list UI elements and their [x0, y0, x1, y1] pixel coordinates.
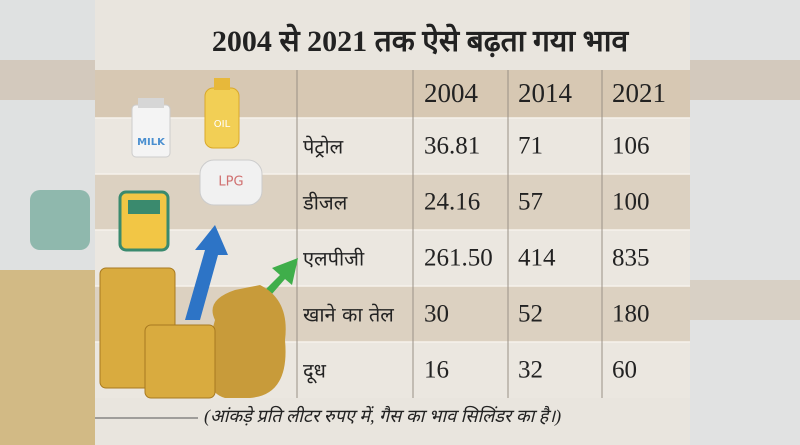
arrow-blue — [185, 225, 228, 320]
table-cell: 71 — [518, 133, 543, 160]
table-cell: 180 — [612, 301, 650, 328]
table-cell: 835 — [612, 245, 650, 272]
table-row — [95, 230, 690, 286]
lpg-label: LPG — [218, 175, 243, 190]
table-cell: 261.50 — [424, 245, 493, 272]
row-label: खाने का तेल — [303, 303, 394, 327]
title: 2004 से 2021 तक ऐसे बढ़ता गया भाव — [212, 23, 630, 58]
row-label: दूध — [303, 359, 327, 384]
row-label: पेट्रोल — [303, 135, 344, 159]
table-cell: 57 — [518, 189, 543, 216]
table: 2004 2014 2021 पेट्रोल 36.81 71 106 डीजल 24.16 57… — [95, 70, 690, 398]
fuel-pump-screen — [128, 200, 160, 214]
oil-label: OIL — [214, 119, 231, 130]
table-cell: 24.16 — [424, 189, 480, 216]
oil-bottle — [204, 87, 240, 149]
backdrop-band — [690, 280, 800, 320]
backdrop-blob — [0, 270, 95, 445]
table-cell: 36.81 — [424, 133, 480, 160]
backdrop-band — [0, 60, 95, 100]
table-cell: 106 — [612, 133, 650, 160]
table-cell: 60 — [612, 357, 637, 384]
illustration: MILK OIL LPG — [99, 78, 298, 399]
milk-carton — [131, 104, 171, 158]
column-header: 2004 — [424, 78, 479, 108]
coin-stack — [144, 324, 216, 399]
milk-label: MILK — [137, 137, 166, 148]
money-bag — [207, 285, 286, 398]
milk-cap — [138, 98, 164, 108]
row-label: डीजल — [302, 191, 348, 215]
lpg-cylinder — [199, 159, 263, 206]
backdrop-band — [690, 60, 800, 100]
table-cell: 52 — [518, 301, 543, 328]
row-label: एलपीजी — [303, 247, 365, 271]
header-row — [95, 70, 690, 118]
table-cell: 414 — [518, 245, 556, 272]
table-row — [95, 174, 690, 230]
table-cell: 32 — [518, 357, 543, 384]
table-cell: 100 — [612, 189, 650, 216]
footnote: (आंकड़े प्रति लीटर रुपए में, गैस का भाव … — [204, 405, 561, 427]
table-row — [95, 118, 690, 174]
table-cell: 30 — [424, 301, 449, 328]
column-header: 2014 — [518, 78, 573, 108]
backdrop-blob — [30, 190, 90, 250]
table-cell: 16 — [424, 357, 449, 384]
oil-cap — [214, 78, 230, 90]
column-header: 2021 — [612, 78, 666, 108]
